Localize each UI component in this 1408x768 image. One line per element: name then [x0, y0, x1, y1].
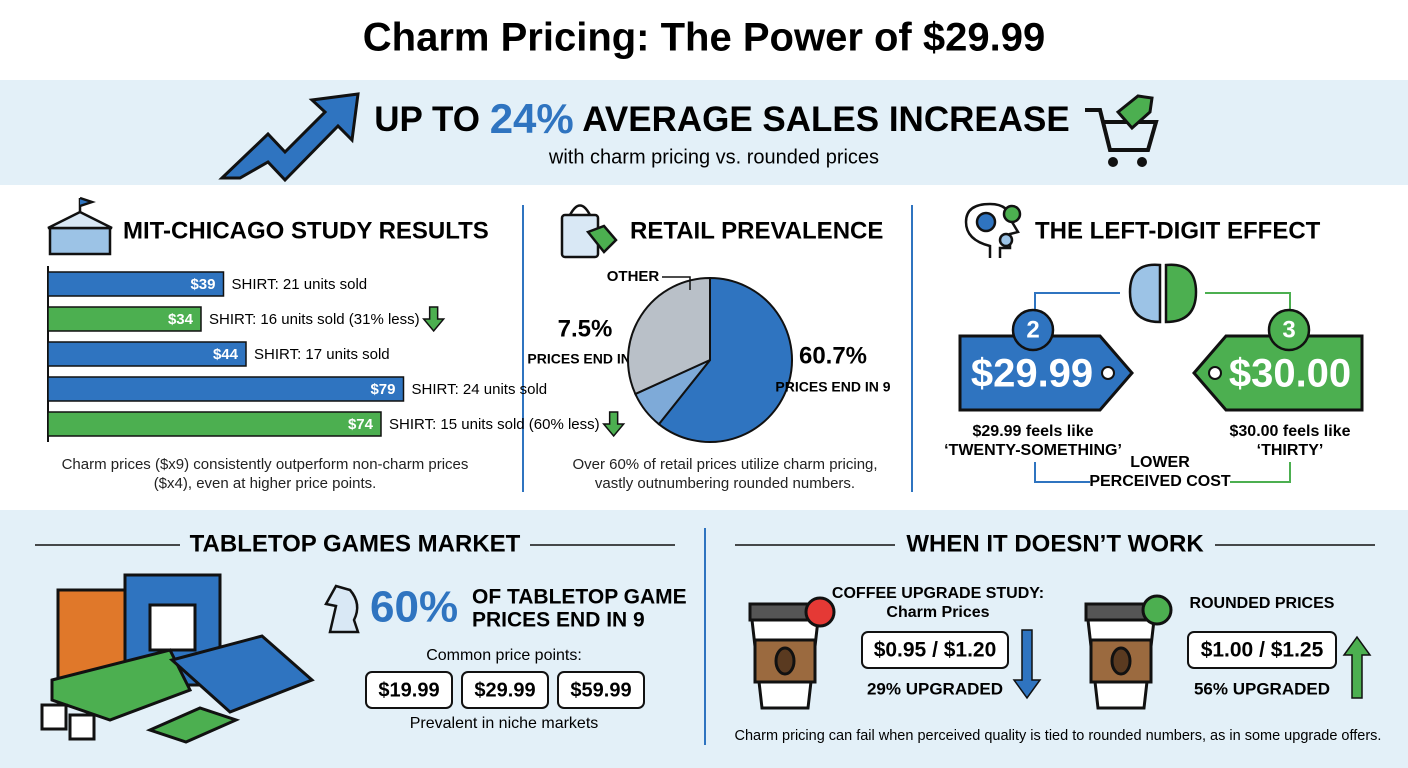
- head-icon: [964, 202, 1022, 258]
- section-heading: WHEN IT DOESN’T WORK: [906, 530, 1204, 557]
- bar: [47, 376, 405, 402]
- bar-description: SHIRT: 24 units sold: [412, 381, 548, 398]
- tag-hole: [1208, 366, 1222, 380]
- price-tag: [958, 334, 1134, 412]
- bar-value-label: $34: [168, 311, 194, 328]
- note: Charm prices ($x9) consistently outperfo…: [61, 456, 469, 492]
- price-box: [1187, 631, 1337, 669]
- study-title: ROUNDED PRICES: [1190, 595, 1335, 612]
- connector: [1034, 292, 1120, 315]
- bar-value-label: $79: [370, 381, 395, 398]
- bar-description: SHIRT: 15 units sold (60% less): [389, 416, 600, 433]
- pie-value-label: 60.7%: [799, 342, 867, 369]
- note: Prevalent in niche markets: [410, 715, 599, 732]
- tag-hole: [1101, 366, 1115, 380]
- price-box: [557, 671, 645, 709]
- stat: 60%: [370, 583, 458, 632]
- bag-icon: [560, 204, 618, 259]
- tag-icon: [1115, 94, 1154, 131]
- price-point: $59.99: [570, 679, 631, 701]
- pie-slice: [657, 276, 793, 443]
- pie-category: OTHER: [607, 268, 660, 285]
- price-box: [861, 631, 1009, 669]
- lower-label: LOWER: [1130, 454, 1190, 471]
- bar-value-label: $39: [190, 276, 215, 293]
- connector: [1034, 462, 1090, 483]
- tag-quote: ‘THIRTY’: [1257, 442, 1324, 459]
- brain-icon: [1128, 263, 1198, 324]
- sub-label: Common price points:: [426, 647, 582, 664]
- cup-icon: [748, 596, 836, 710]
- pie-category: PRICES END IN 0: [527, 351, 642, 367]
- pie-slice: [627, 276, 711, 396]
- digit: 2: [1026, 316, 1039, 343]
- bar: [47, 411, 382, 437]
- section-heading: TABLETOP GAMES MARKET: [190, 530, 521, 557]
- school-icon: [47, 196, 113, 256]
- bar: [47, 306, 202, 332]
- banner-headline: UP TO 24% AVERAGE SALES INCREASE: [374, 95, 1069, 142]
- price-pair: $1.00 / $1.25: [1201, 639, 1324, 662]
- banner-highlight: 24%: [490, 95, 574, 142]
- price-tag: [1192, 334, 1364, 412]
- title: Charm Pricing: The Power of $29.99: [363, 16, 1045, 60]
- arrow-icon: [218, 92, 360, 183]
- banner-tail: AVERAGE SALES INCREASE: [582, 100, 1070, 139]
- pie-category: PRICES END IN 9: [775, 379, 890, 395]
- cart-wheel: [1137, 157, 1147, 167]
- bar-value-label: $74: [348, 416, 374, 433]
- tag-quote: ‘TWENTY-SOMETHING’: [944, 442, 1122, 459]
- stat-text: OF TABLETOP GAME: [472, 586, 687, 609]
- down-arrow: [602, 411, 626, 438]
- result: 56% UPGRADED: [1194, 679, 1330, 698]
- tag-price: $29.99: [971, 352, 1093, 396]
- games-icon: [40, 573, 315, 744]
- price-box: [365, 671, 453, 709]
- section-heading: THE LEFT-DIGIT EFFECT: [1035, 217, 1321, 244]
- section-heading: MIT-CHICAGO STUDY RESULTS: [123, 217, 489, 244]
- digit-badge: [1267, 308, 1311, 352]
- digit: 3: [1282, 316, 1295, 343]
- connector: [1205, 292, 1291, 315]
- digit-badge: [1011, 308, 1055, 352]
- note: Charm pricing can fail when perceived qu…: [735, 728, 1382, 744]
- cart-wheel: [1108, 157, 1118, 167]
- bar-description: SHIRT: 17 units sold: [254, 346, 390, 363]
- note: Over 60% of retail prices utilize charm …: [572, 456, 878, 492]
- bar: [47, 271, 225, 297]
- bar-description: SHIRT: 16 units sold (31% less): [209, 311, 420, 328]
- cost-label: PERCEIVED COST: [1089, 473, 1231, 490]
- section-heading: RETAIL PREVALENCE: [630, 217, 883, 244]
- bar: [47, 341, 247, 367]
- banner-subtitle: with charm pricing vs. rounded prices: [548, 146, 879, 168]
- down-arrow: [1012, 629, 1042, 700]
- tag-caption: $29.99 feels like: [973, 423, 1094, 440]
- price-pair: $0.95 / $1.20: [874, 639, 997, 662]
- down-arrow: [422, 306, 446, 333]
- cup-icon: [1084, 594, 1173, 710]
- leader-line: [662, 276, 691, 290]
- up-arrow: [1342, 635, 1372, 699]
- connector: [1230, 462, 1291, 483]
- bar-value-label: $44: [213, 346, 239, 363]
- study-title: COFFEE UPGRADE STUDY:: [832, 585, 1044, 602]
- pie-value-label: 7.5%: [558, 315, 613, 342]
- cart-icon: [1085, 108, 1159, 152]
- price-point: $19.99: [378, 679, 439, 701]
- price-point: $29.99: [474, 679, 535, 701]
- knight-icon: [324, 584, 360, 634]
- result: 29% UPGRADED: [867, 679, 1003, 698]
- tag-price: $30.00: [1229, 352, 1351, 396]
- tag-caption: $30.00 feels like: [1230, 423, 1351, 440]
- study-subtitle: Charm Prices: [886, 604, 989, 621]
- price-box: [461, 671, 549, 709]
- stat-text: PRICES END IN 9: [472, 609, 645, 632]
- banner-lead: UP TO: [374, 100, 480, 139]
- bar-description: SHIRT: 21 units sold: [232, 276, 368, 293]
